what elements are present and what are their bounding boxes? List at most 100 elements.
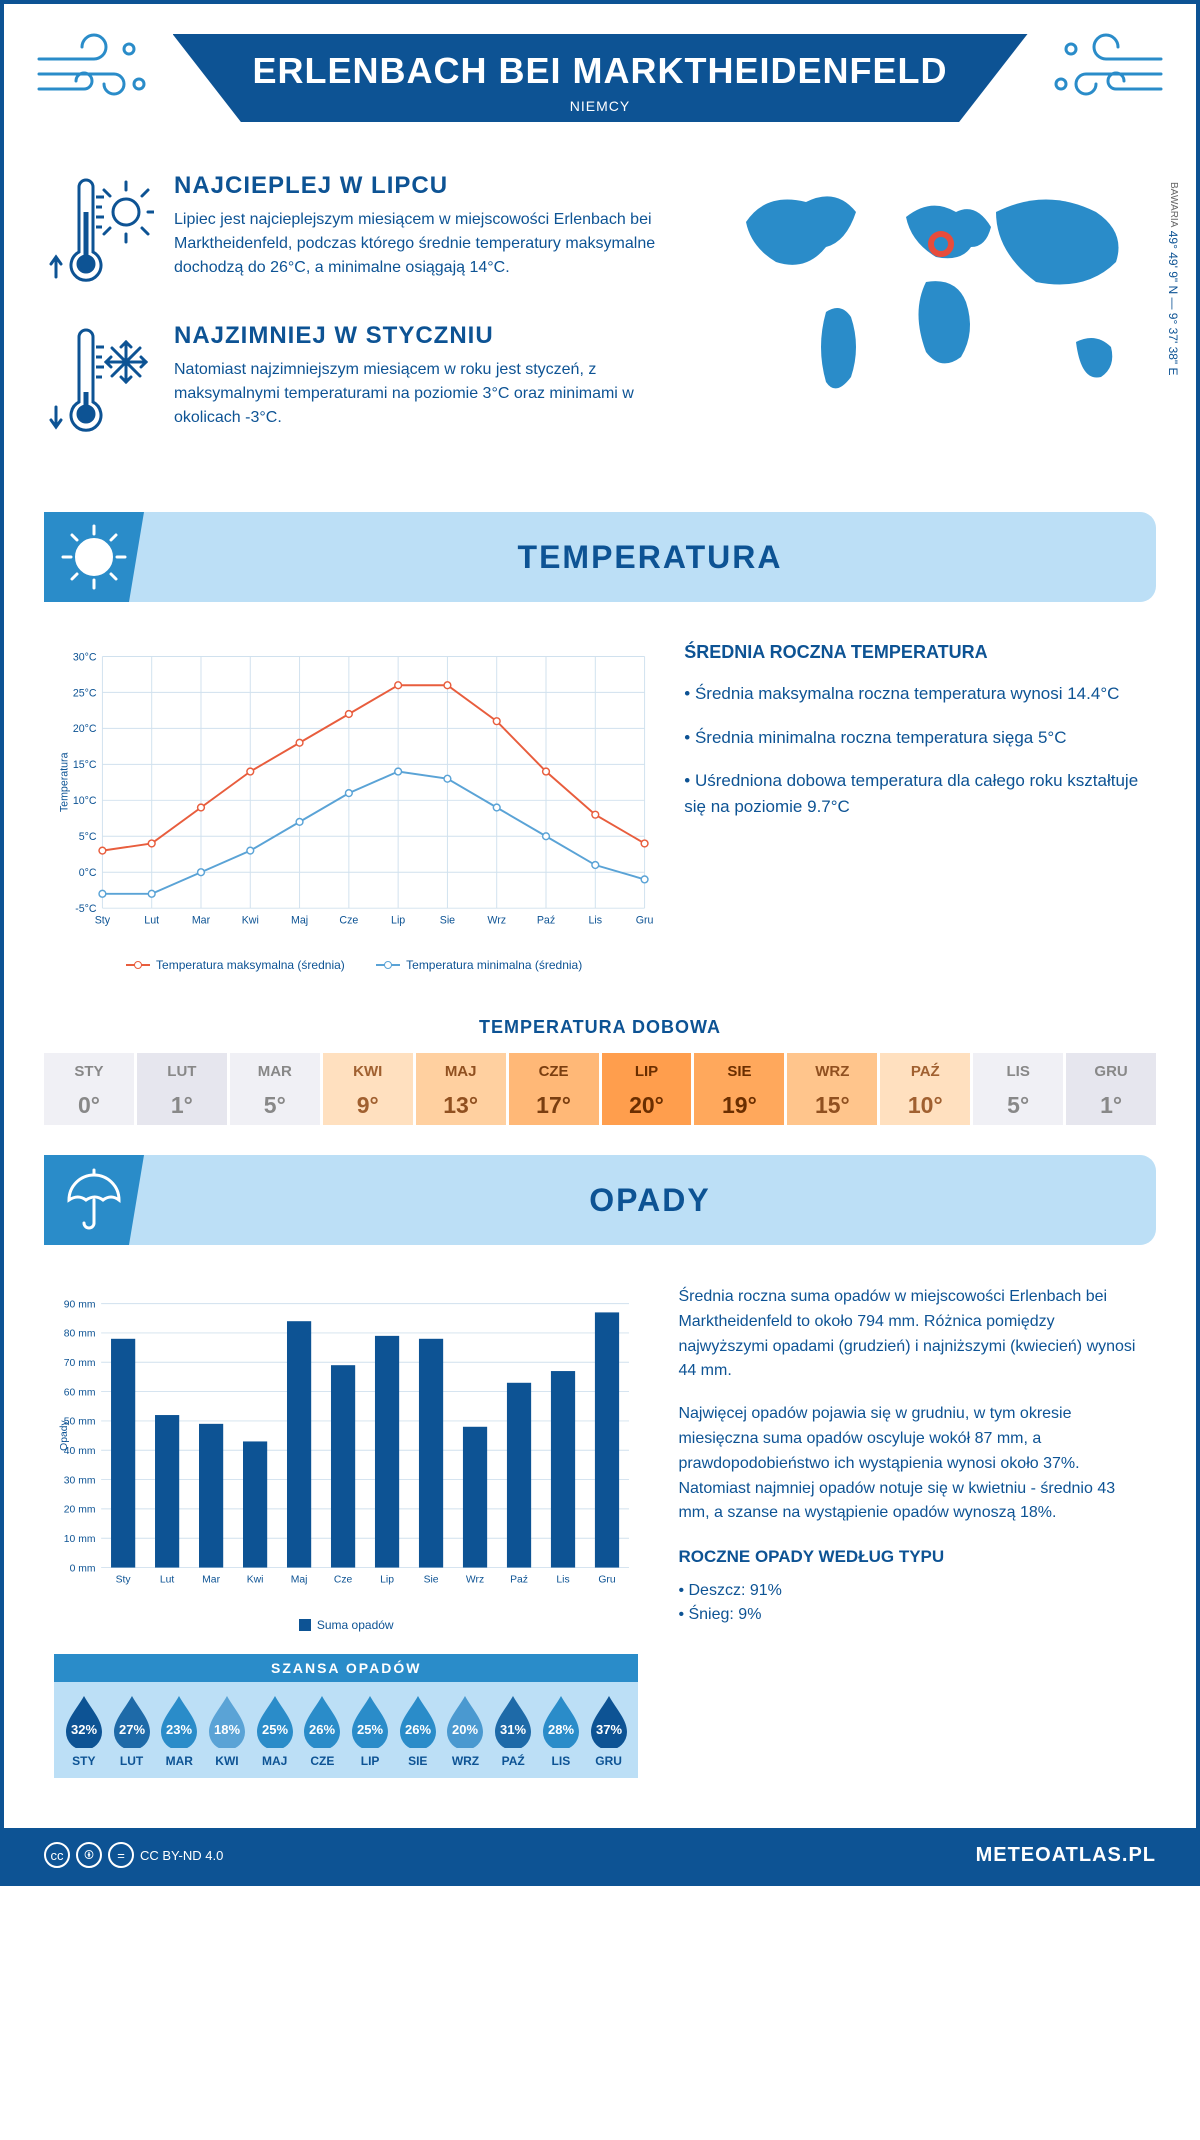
svg-text:Lut: Lut — [144, 915, 159, 927]
chance-cell: 37% GRU — [585, 1692, 633, 1768]
svg-text:Cze: Cze — [334, 1575, 353, 1586]
chance-cell: 32% STY — [60, 1692, 108, 1768]
chance-cell: 25% MAJ — [251, 1692, 299, 1768]
svg-text:30 mm: 30 mm — [64, 1475, 96, 1486]
stats-title: ŚREDNIA ROCZNA TEMPERATURA — [684, 642, 1146, 663]
svg-text:10°C: 10°C — [73, 795, 97, 807]
stat-item: • Średnia minimalna roczna temperatura s… — [684, 725, 1146, 751]
svg-text:Lis: Lis — [556, 1575, 569, 1586]
precip-type-title: ROCZNE OPADY WEDŁUG TYPU — [678, 1544, 1146, 1570]
svg-text:Mar: Mar — [192, 915, 211, 927]
svg-text:90 mm: 90 mm — [64, 1299, 96, 1310]
temperature-banner: TEMPERATURA — [44, 512, 1156, 602]
precip-para-1: Średnia roczna suma opadów w miejscowośc… — [678, 1285, 1146, 1384]
daily-cell: WRZ 15° — [784, 1053, 877, 1125]
sun-icon — [59, 522, 129, 592]
warmest-text: Lipiec jest najcieplejszym miesiącem w m… — [174, 208, 696, 280]
header: ERLENBACH BEI MARKTHEIDENFELD NIEMCY — [4, 4, 1196, 142]
precipitation-content: 0 mm10 mm20 mm30 mm40 mm50 mm60 mm70 mm8… — [4, 1265, 1196, 1798]
daily-cell: LIP 20° — [599, 1053, 692, 1125]
svg-text:15°C: 15°C — [73, 759, 97, 771]
chance-cell: 18% KWI — [203, 1692, 251, 1768]
temperature-stats: ŚREDNIA ROCZNA TEMPERATURA • Średnia mak… — [684, 642, 1146, 972]
world-map: BAWARIA 49° 49' 9" N — 9° 37' 38" E — [726, 172, 1156, 472]
svg-text:27%: 27% — [119, 1722, 145, 1737]
warmest-block: NAJCIEPLEJ W LIPCU Lipiec jest najcieple… — [44, 172, 696, 292]
daily-cell: MAR 5° — [227, 1053, 320, 1125]
legend-min: Temperatura minimalna (średnia) — [406, 958, 582, 972]
svg-text:20 mm: 20 mm — [64, 1505, 96, 1516]
license-text: CC BY-ND 4.0 — [140, 1848, 223, 1863]
precipitation-chance-table: SZANSA OPADÓW 32% STY 27% LUT 23% MAR 18… — [54, 1654, 638, 1778]
svg-text:Lut: Lut — [160, 1575, 175, 1586]
rain-pct: • Deszcz: 91% — [678, 1579, 1146, 1604]
coldest-title: NAJZIMNIEJ W STYCZNIU — [174, 322, 696, 350]
svg-text:Sty: Sty — [116, 1575, 132, 1586]
thermometer-cold-icon — [44, 322, 154, 442]
svg-text:Cze: Cze — [339, 915, 358, 927]
chance-cell: 26% CZE — [299, 1692, 347, 1768]
site-name: METEOATLAS.PL — [976, 1844, 1156, 1867]
svg-text:-5°C: -5°C — [75, 903, 97, 915]
cc-icon: cc — [44, 1842, 70, 1868]
chance-title: SZANSA OPADÓW — [54, 1654, 638, 1682]
umbrella-icon — [59, 1165, 129, 1235]
svg-text:20°C: 20°C — [73, 723, 97, 735]
svg-text:Lis: Lis — [588, 915, 602, 927]
precipitation-text: Średnia roczna suma opadów w miejscowośc… — [678, 1285, 1146, 1778]
svg-text:Lip: Lip — [380, 1575, 394, 1586]
snow-pct: • Śnieg: 9% — [678, 1603, 1146, 1628]
svg-text:Temperatura: Temperatura — [59, 752, 71, 812]
svg-text:Gru: Gru — [598, 1575, 616, 1586]
svg-text:25°C: 25°C — [73, 687, 97, 699]
svg-text:Sie: Sie — [424, 1575, 439, 1586]
svg-text:Lip: Lip — [391, 915, 405, 927]
coords-text: 49° 49' 9" N — 9° 37' 38" E — [1166, 231, 1180, 376]
svg-text:25%: 25% — [262, 1722, 288, 1737]
svg-text:25%: 25% — [357, 1722, 383, 1737]
svg-text:10 mm: 10 mm — [64, 1534, 96, 1545]
country-name: NIEMCY — [253, 98, 948, 114]
daily-cell: LIS 5° — [970, 1053, 1063, 1125]
svg-text:60 mm: 60 mm — [64, 1387, 96, 1398]
svg-text:23%: 23% — [166, 1722, 192, 1737]
svg-text:Wrz: Wrz — [487, 915, 506, 927]
svg-text:Opady: Opady — [59, 1419, 70, 1450]
svg-text:Mar: Mar — [202, 1575, 220, 1586]
stat-item: • Uśredniona dobowa temperatura dla całe… — [684, 768, 1146, 819]
license: cc 🅯 = CC BY-ND 4.0 — [44, 1842, 223, 1868]
svg-text:20%: 20% — [452, 1722, 478, 1737]
world-map-svg — [726, 172, 1156, 432]
svg-text:80 mm: 80 mm — [64, 1329, 96, 1340]
legend-max: Temperatura maksymalna (średnia) — [156, 958, 345, 972]
svg-text:Kwi: Kwi — [247, 1575, 264, 1586]
svg-text:Paź: Paź — [510, 1575, 528, 1586]
by-icon: 🅯 — [76, 1842, 102, 1868]
svg-text:32%: 32% — [71, 1722, 97, 1737]
temperature-title: TEMPERATURA — [144, 539, 1156, 576]
thermometer-hot-icon — [44, 172, 154, 292]
precipitation-banner: OPADY — [44, 1155, 1156, 1245]
svg-text:0°C: 0°C — [79, 867, 97, 879]
daily-cell: SIE 19° — [691, 1053, 784, 1125]
svg-text:31%: 31% — [500, 1722, 526, 1737]
daily-cell: PAŹ 10° — [877, 1053, 970, 1125]
svg-text:Paź: Paź — [537, 915, 555, 927]
region: BAWARIA — [1168, 182, 1179, 227]
title-banner: ERLENBACH BEI MARKTHEIDENFELD NIEMCY — [173, 34, 1028, 122]
city-name: ERLENBACH BEI MARKTHEIDENFELD — [253, 50, 948, 92]
svg-text:28%: 28% — [548, 1722, 574, 1737]
svg-text:Sie: Sie — [440, 915, 455, 927]
svg-text:Gru: Gru — [636, 915, 654, 927]
svg-text:Kwi: Kwi — [242, 915, 259, 927]
svg-text:Maj: Maj — [291, 1575, 308, 1586]
daily-cell: STY 0° — [44, 1053, 134, 1125]
svg-text:26%: 26% — [309, 1722, 335, 1737]
nd-icon: = — [108, 1842, 134, 1868]
bar-legend: Suma opadów — [317, 1618, 394, 1632]
coldest-text: Natomiast najzimniejszym miesiącem w rok… — [174, 358, 696, 430]
footer: cc 🅯 = CC BY-ND 4.0 METEOATLAS.PL — [4, 1828, 1196, 1882]
precipitation-title: OPADY — [144, 1182, 1156, 1219]
svg-text:0 mm: 0 mm — [70, 1563, 96, 1574]
svg-text:18%: 18% — [214, 1722, 240, 1737]
